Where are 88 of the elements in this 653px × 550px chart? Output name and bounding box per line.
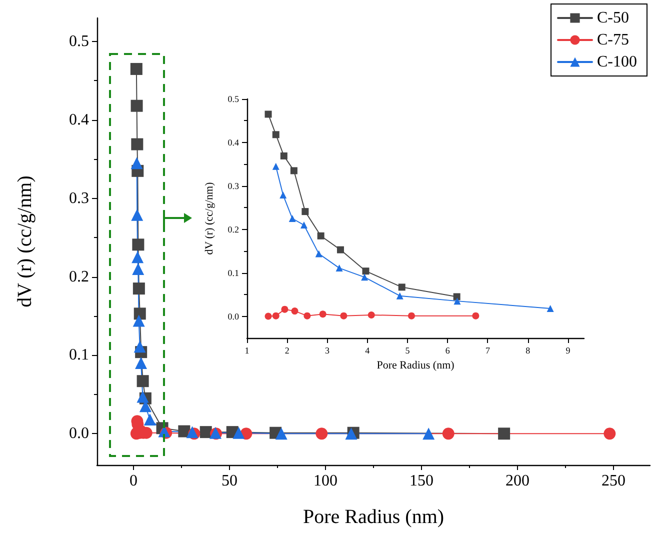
- x-tick-label: 4: [365, 346, 370, 356]
- point: [422, 428, 435, 440]
- point: [136, 390, 149, 403]
- point: [472, 312, 480, 320]
- y-tick-label: 0.4: [69, 111, 89, 128]
- x-tick-label: 0: [129, 472, 138, 490]
- x-axis-title: Pore Radius (nm): [302, 506, 444, 528]
- point: [136, 375, 149, 388]
- y-tick-label: 0.3: [69, 190, 89, 207]
- point: [144, 414, 156, 426]
- y-tick-label: 0.1: [228, 268, 239, 278]
- point: [272, 312, 280, 320]
- x-tick-label: 8: [526, 346, 531, 356]
- legend-label: C-50: [597, 10, 629, 26]
- y-tick-label: 0.2: [69, 268, 89, 286]
- point: [132, 251, 144, 264]
- point: [396, 292, 404, 300]
- point: [130, 62, 142, 75]
- legend-label: C-75: [597, 32, 629, 48]
- point: [200, 426, 212, 438]
- point: [604, 428, 616, 440]
- point: [264, 110, 272, 118]
- x-tick-label: 1: [244, 346, 250, 356]
- point: [340, 312, 348, 320]
- point: [408, 312, 415, 320]
- point: [442, 428, 454, 440]
- point: [275, 428, 288, 440]
- point: [131, 138, 144, 150]
- point: [317, 232, 324, 240]
- y-tick-label: 0.0: [69, 425, 89, 442]
- point: [453, 293, 460, 300]
- x-tick-label: 2: [284, 346, 290, 356]
- x-axis-title: Pore Radius (nm): [376, 359, 455, 372]
- point: [131, 208, 144, 221]
- point: [264, 312, 272, 320]
- point: [130, 157, 143, 170]
- point: [546, 304, 554, 312]
- point: [232, 426, 245, 439]
- y-tick-label: 0.2: [228, 224, 239, 234]
- x-tick-label: 50: [221, 472, 238, 490]
- point: [290, 167, 298, 174]
- point: [319, 310, 326, 318]
- point: [315, 250, 322, 258]
- point: [132, 262, 144, 275]
- point: [134, 308, 146, 320]
- x-tick-label: 150: [410, 472, 434, 490]
- point: [454, 298, 461, 305]
- y-tick-label: 0.0: [228, 311, 240, 322]
- point: [135, 357, 148, 370]
- x-tick-label: 9: [566, 346, 571, 356]
- x-tick-label: 250: [602, 472, 626, 490]
- point: [272, 162, 280, 170]
- point: [280, 152, 288, 160]
- legend-label: C-100: [597, 54, 637, 70]
- y-tick-label: 0.5: [228, 94, 240, 104]
- point: [368, 311, 375, 318]
- x-tick-label: 5: [405, 346, 410, 356]
- point: [134, 340, 146, 353]
- point: [304, 312, 311, 320]
- y-tick-label: 0.1: [69, 346, 89, 364]
- point: [291, 308, 298, 315]
- point: [132, 282, 145, 295]
- point: [316, 428, 328, 440]
- point: [362, 268, 370, 275]
- x-tick-label: 7: [485, 346, 490, 356]
- y-tick-label: 0.3: [228, 180, 240, 191]
- point: [361, 274, 368, 281]
- point: [132, 314, 145, 327]
- point: [398, 284, 406, 291]
- x-tick-label: 6: [445, 346, 450, 356]
- point: [130, 100, 143, 112]
- point: [336, 246, 344, 254]
- point: [288, 215, 296, 222]
- point: [302, 208, 309, 216]
- point: [498, 428, 510, 440]
- x-tick-label: 100: [313, 472, 338, 490]
- point: [300, 222, 308, 229]
- point: [132, 238, 144, 251]
- y-axis-title: dV (r) (cc/g/nm): [204, 182, 216, 255]
- point: [281, 306, 288, 313]
- y-tick-label: 0.4: [228, 137, 240, 148]
- point: [280, 192, 287, 199]
- x-tick-label: 200: [506, 472, 530, 490]
- point: [272, 131, 280, 138]
- y-tick-label: 0.5: [69, 33, 89, 50]
- y-axis-title: dV (r) (cc/g/nm): [14, 176, 36, 308]
- point: [336, 264, 343, 272]
- x-tick-label: 3: [324, 346, 330, 356]
